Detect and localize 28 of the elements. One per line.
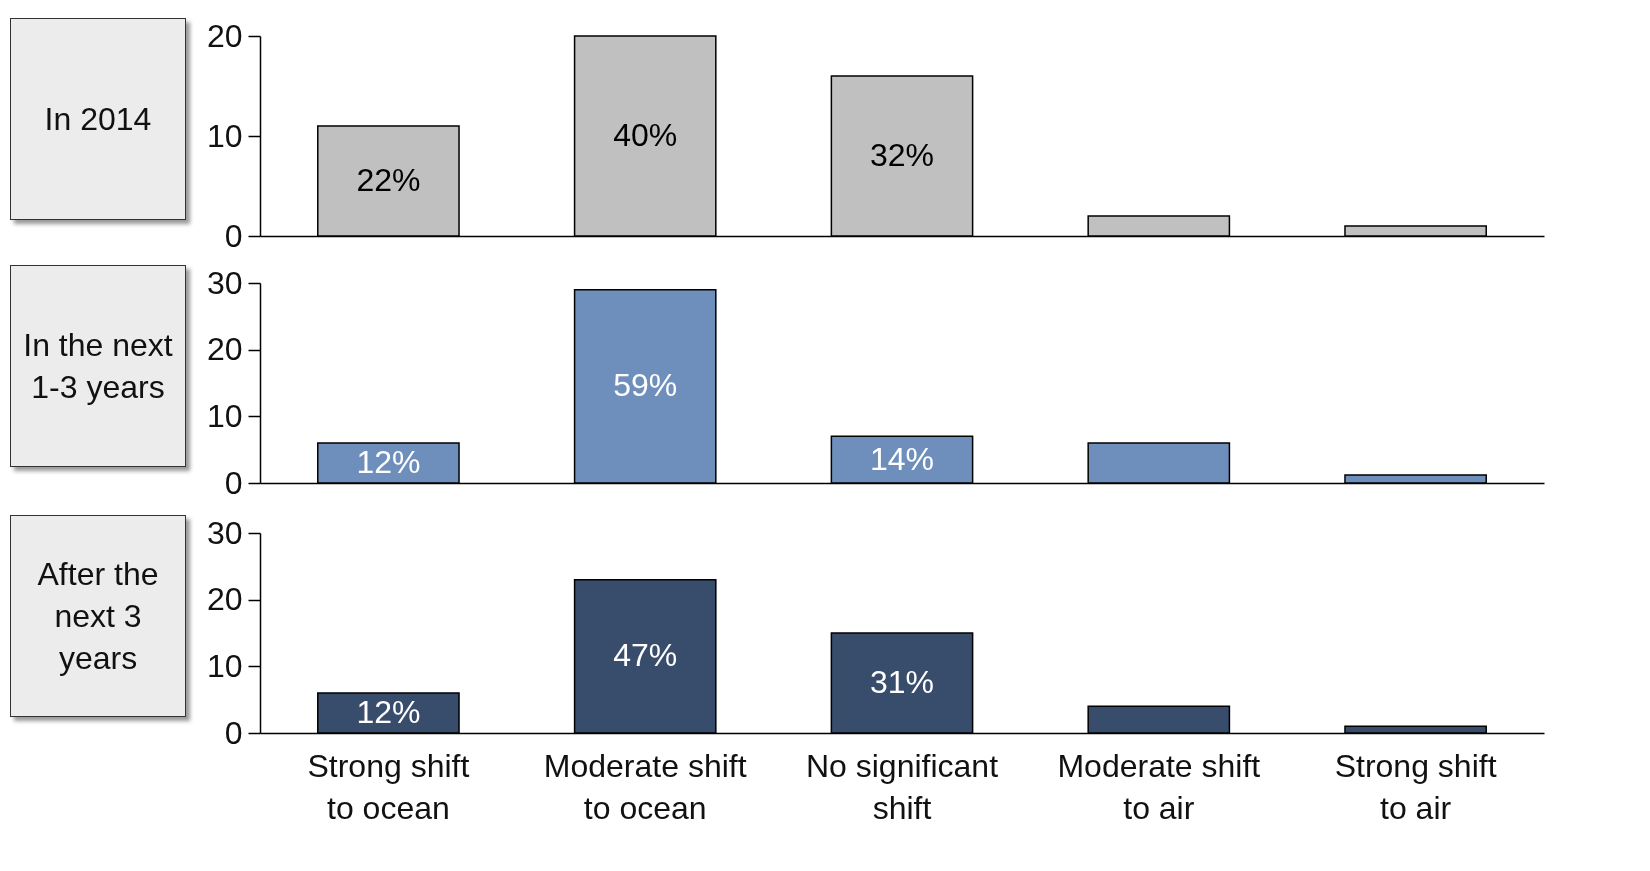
y-tick-label: 10 <box>206 647 243 684</box>
x-tick-label: Moderate shift to air <box>1057 747 1261 826</box>
text: After the next 3 years <box>10 515 186 717</box>
annotation: 40% <box>613 117 678 153</box>
x-tick-label: No significant shift <box>805 747 999 826</box>
text: In 2014 <box>10 18 186 220</box>
y-tick-label: 0 <box>224 217 243 254</box>
annotation: 22% <box>356 162 421 198</box>
y-tick-label: 30 <box>206 264 243 301</box>
annotation: 31% <box>869 664 935 700</box>
y-tick-label: 30 <box>206 514 243 551</box>
y-tick-label: 20 <box>206 581 243 618</box>
x-tick-label: Strong shift to ocean <box>307 747 470 826</box>
annotation: 12% <box>356 694 421 730</box>
annotation: 14% <box>869 440 935 477</box>
y-tick-label: 10 <box>206 397 243 434</box>
y-tick-label: 0 <box>224 714 243 751</box>
y-tick-label: 20 <box>206 17 243 54</box>
annotation: 32% <box>869 137 935 173</box>
y-tick-label: 20 <box>206 331 243 368</box>
text: In the next 1-3 years <box>10 265 186 467</box>
x-tick-label: Moderate shift to ocean <box>543 747 747 826</box>
annotation: 47% <box>613 637 678 674</box>
x-tick-label: Strong shift to air <box>1334 747 1497 826</box>
annotation: 59% <box>613 367 678 404</box>
y-tick-label: 10 <box>206 117 243 154</box>
y-tick-label: 0 <box>224 464 243 501</box>
annotation: 12% <box>356 444 421 480</box>
